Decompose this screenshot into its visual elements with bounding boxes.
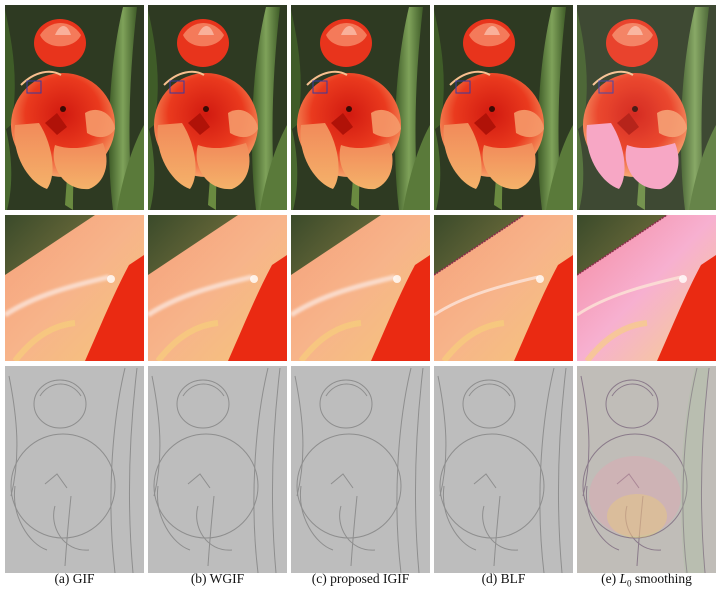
panel-b-smoothed <box>148 5 287 210</box>
caption-e-sub: 0 <box>626 578 632 589</box>
panel-a-zoom <box>5 215 144 361</box>
panel-a-smoothed <box>5 5 144 210</box>
row-smoothed-images <box>5 5 717 210</box>
panel-b-detail <box>148 366 287 573</box>
caption-a: (a) GIF <box>54 571 95 586</box>
row-detail-layers <box>5 366 717 573</box>
panel-c-smoothed <box>291 5 430 210</box>
panel-a-detail <box>5 366 144 573</box>
panel-c-zoom <box>291 215 430 361</box>
caption-e-suffix: smoothing <box>631 571 692 586</box>
panel-e-detail <box>577 366 716 573</box>
caption-c: (c) proposed IGIF <box>311 571 410 586</box>
row-zoomed-details <box>5 215 717 361</box>
caption-b: (b) WGIF <box>190 571 245 586</box>
panel-c-detail <box>291 366 430 573</box>
panel-e-zoom <box>577 215 716 361</box>
panel-d-detail <box>434 366 573 573</box>
panel-e-smoothed <box>577 5 716 210</box>
panel-d-zoom <box>434 215 573 361</box>
caption-e: (e) L0 smoothing <box>577 571 716 589</box>
panel-b-zoom <box>148 215 287 361</box>
caption-e-math: L <box>619 571 627 586</box>
caption-d: (d) BLF <box>481 571 526 586</box>
panel-d-smoothed <box>434 5 573 210</box>
caption-e-prefix: (e) <box>601 571 620 586</box>
caption-row: (a) GIF (b) WGIF (c) proposed IGIF (d) B… <box>5 571 717 591</box>
